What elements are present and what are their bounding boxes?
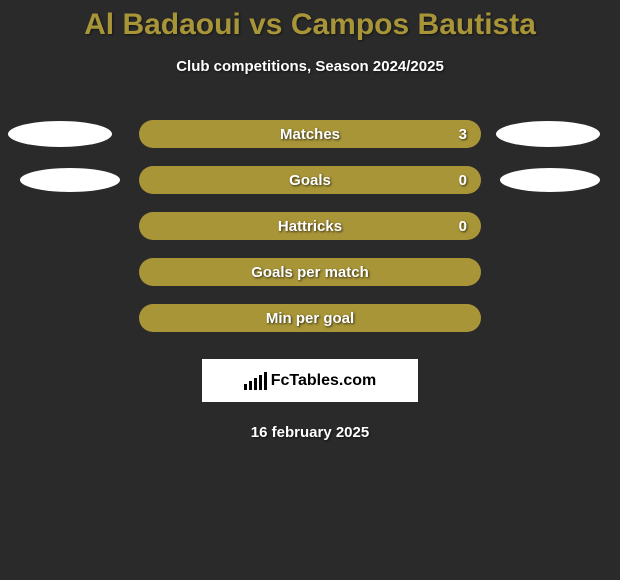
logo-box: FcTables.com [202,359,418,402]
stat-label: Hattricks [278,218,342,235]
subtitle: Club competitions, Season 2024/2025 [0,58,620,75]
logo-bars-icon [244,372,267,390]
stat-bar-hattricks: Hattricks 0 [139,212,481,240]
page-title: Al Badaoui vs Campos Bautista [0,8,620,42]
stat-row: Matches 3 [0,111,620,157]
comparison-infographic: Al Badaoui vs Campos Bautista Club compe… [0,0,620,441]
stat-bar-min-per-goal: Min per goal [139,304,481,332]
date-text: 16 february 2025 [0,424,620,441]
logo-bar [254,378,257,390]
logo: FcTables.com [244,372,377,390]
stat-row: Min per goal [0,295,620,341]
stat-bar-goals-per-match: Goals per match [139,258,481,286]
right-player-marker [496,121,600,147]
logo-bar [249,381,252,390]
stat-row: Goals per match [0,249,620,295]
stat-bar-matches: Matches 3 [139,120,481,148]
logo-bar [259,375,262,390]
stat-value: 3 [459,126,467,143]
stats-area: Matches 3 Goals 0 Hattricks 0 Goals per … [0,111,620,341]
stat-value: 0 [459,218,467,235]
stat-label: Goals [289,172,331,189]
stat-label: Goals per match [251,264,369,281]
left-player-marker [20,168,120,192]
right-player-marker [500,168,600,192]
stat-row: Goals 0 [0,157,620,203]
stat-bar-goals: Goals 0 [139,166,481,194]
left-player-marker [8,121,112,147]
stat-value: 0 [459,172,467,189]
stat-label: Matches [280,126,340,143]
logo-text: FcTables.com [271,372,377,390]
logo-bar [244,384,247,390]
stat-label: Min per goal [266,310,354,327]
logo-bar [264,372,267,390]
stat-row: Hattricks 0 [0,203,620,249]
